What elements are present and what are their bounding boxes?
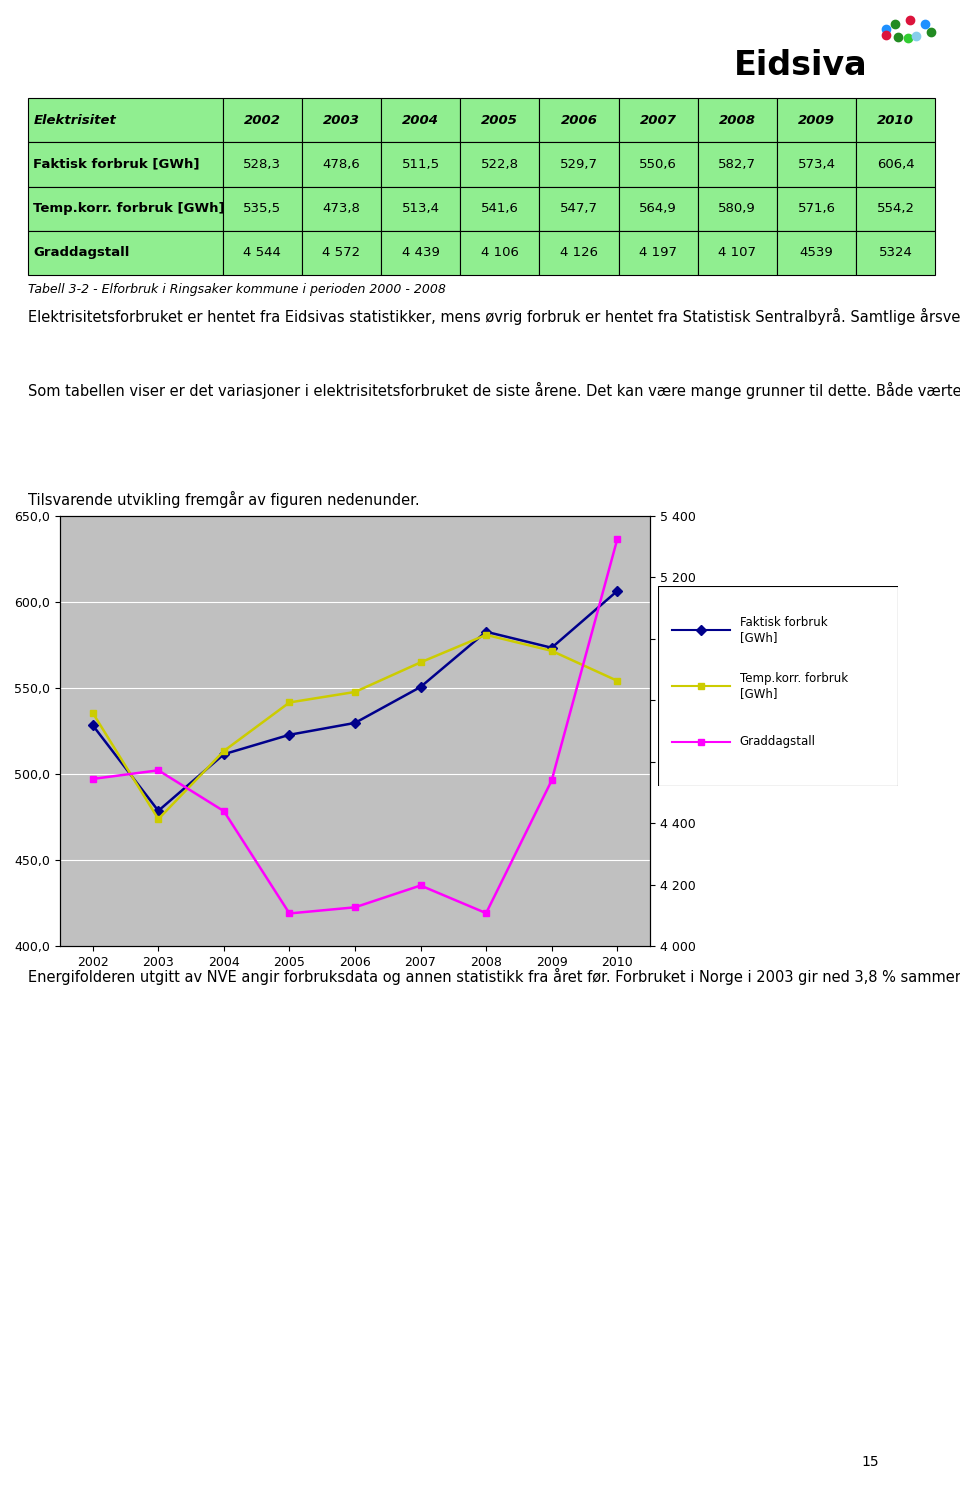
Bar (698, 231, 777, 274)
Text: 582,7: 582,7 (718, 158, 756, 171)
Text: Temp.korr. forbruk [GWh]: Temp.korr. forbruk [GWh] (34, 203, 225, 215)
Text: 513,4: 513,4 (401, 203, 440, 215)
Bar (777, 231, 856, 274)
Text: 473,8: 473,8 (323, 203, 360, 215)
Bar (698, 186, 777, 231)
Text: 5324: 5324 (878, 246, 913, 259)
Text: 535,5: 535,5 (243, 203, 281, 215)
Bar (223, 142, 301, 186)
Text: 573,4: 573,4 (798, 158, 835, 171)
Bar (698, 98, 777, 142)
Bar (618, 98, 698, 142)
Text: 522,8: 522,8 (481, 158, 518, 171)
Text: 2009: 2009 (798, 113, 835, 127)
Text: 2010: 2010 (877, 113, 914, 127)
Bar (540, 186, 618, 231)
Bar (856, 186, 935, 231)
Bar (28, 98, 223, 142)
Text: 2006: 2006 (561, 113, 597, 127)
Text: 2004: 2004 (402, 113, 439, 127)
Text: Eidsiva: Eidsiva (734, 49, 868, 82)
Text: 550,6: 550,6 (639, 158, 677, 171)
Bar (618, 186, 698, 231)
Text: 4 126: 4 126 (560, 246, 598, 259)
Bar (460, 231, 540, 274)
Text: Elektrisitet: Elektrisitet (34, 113, 116, 127)
Text: 511,5: 511,5 (401, 158, 440, 171)
Text: Faktisk forbruk
[GWh]: Faktisk forbruk [GWh] (739, 616, 828, 644)
Bar (618, 142, 698, 186)
Bar (777, 142, 856, 186)
Bar (223, 98, 301, 142)
Text: 564,9: 564,9 (639, 203, 677, 215)
Text: Elektrisitetsforbruket er hentet fra Eidsivas statistikker, mens øvrig forbruk e: Elektrisitetsforbruket er hentet fra Eid… (28, 309, 960, 325)
Bar (301, 231, 381, 274)
Bar (381, 186, 460, 231)
Bar (223, 186, 301, 231)
Text: 571,6: 571,6 (798, 203, 835, 215)
Text: Energifolderen utgitt av NVE angir forbruksdata og annen statistikk fra året før: Energifolderen utgitt av NVE angir forbr… (28, 968, 960, 986)
Text: 4 439: 4 439 (401, 246, 440, 259)
Bar (698, 142, 777, 186)
Text: 4 544: 4 544 (243, 246, 281, 259)
Text: Temp.korr. forbruk
[GWh]: Temp.korr. forbruk [GWh] (739, 672, 848, 699)
Text: 2005: 2005 (481, 113, 518, 127)
Text: Som tabellen viser er det variasjoner i elektrisitetsforbruket de siste årene. D: Som tabellen viser er det variasjoner i … (28, 382, 960, 400)
Bar (856, 142, 935, 186)
Text: 554,2: 554,2 (876, 203, 915, 215)
Bar (301, 142, 381, 186)
Text: 4 107: 4 107 (718, 246, 756, 259)
Text: 4539: 4539 (800, 246, 833, 259)
Bar (540, 98, 618, 142)
Text: Tabell 3-2 - Elforbruk i Ringsaker kommune i perioden 2000 - 2008: Tabell 3-2 - Elforbruk i Ringsaker kommu… (28, 282, 445, 295)
Bar (301, 186, 381, 231)
Bar (856, 231, 935, 274)
Text: Graddagstall: Graddagstall (739, 735, 816, 748)
Text: 547,7: 547,7 (560, 203, 598, 215)
Text: 528,3: 528,3 (243, 158, 281, 171)
Text: 4 106: 4 106 (481, 246, 518, 259)
Text: 478,6: 478,6 (323, 158, 360, 171)
Text: 2007: 2007 (639, 113, 677, 127)
Text: Graddagstall: Graddagstall (34, 246, 130, 259)
Text: 541,6: 541,6 (481, 203, 518, 215)
Text: 15: 15 (861, 1455, 878, 1469)
Bar (460, 142, 540, 186)
Bar (777, 98, 856, 142)
Bar (28, 186, 223, 231)
Text: 4 197: 4 197 (639, 246, 677, 259)
Bar (28, 142, 223, 186)
Text: 2008: 2008 (719, 113, 756, 127)
Bar (777, 186, 856, 231)
Text: 4 572: 4 572 (323, 246, 360, 259)
Bar (381, 142, 460, 186)
Bar (28, 231, 223, 274)
Bar (618, 231, 698, 274)
Bar (381, 231, 460, 274)
Text: 529,7: 529,7 (560, 158, 598, 171)
Text: Tilsvarende utvikling fremgår av figuren nedenunder.: Tilsvarende utvikling fremgår av figuren… (28, 491, 420, 507)
Text: Faktisk forbruk [GWh]: Faktisk forbruk [GWh] (34, 158, 200, 171)
Bar (460, 98, 540, 142)
Bar (381, 98, 460, 142)
Bar (856, 98, 935, 142)
Text: 606,4: 606,4 (876, 158, 915, 171)
Bar (460, 186, 540, 231)
Bar (540, 231, 618, 274)
Bar (540, 142, 618, 186)
Text: 580,9: 580,9 (718, 203, 756, 215)
Text: 2003: 2003 (323, 113, 360, 127)
Text: 2002: 2002 (244, 113, 280, 127)
Bar (301, 98, 381, 142)
Bar (223, 231, 301, 274)
